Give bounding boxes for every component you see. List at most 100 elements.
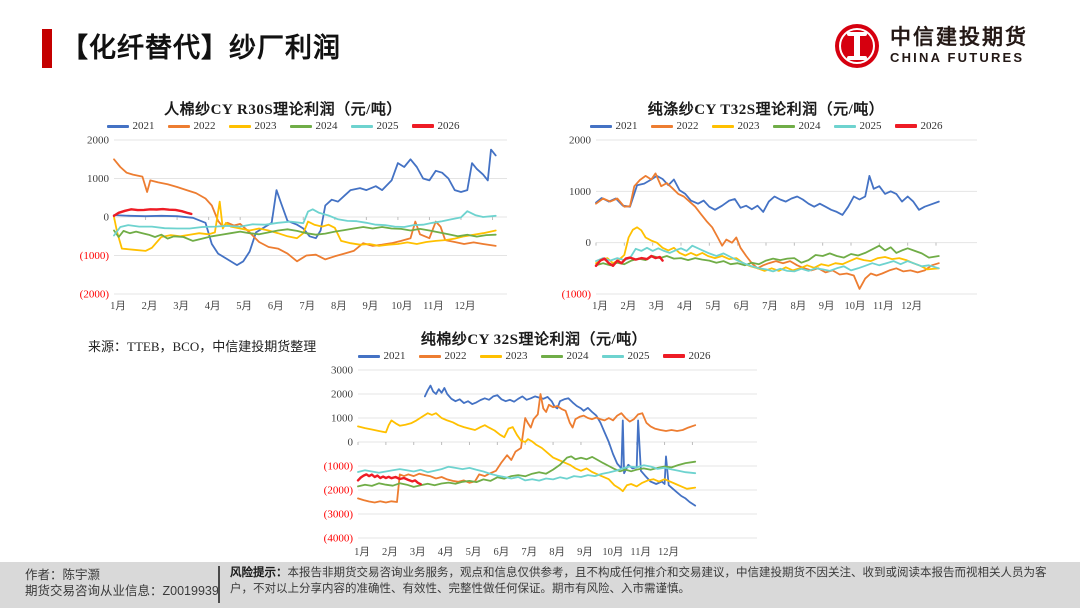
legend-label: 2025 [376, 120, 399, 132]
chart-legend: 2021 2022 2023 2024 2025 2026 [552, 118, 980, 134]
chart-legend: 2021 2022 2023 2024 2025 2026 [308, 348, 760, 364]
footer-divider [218, 566, 220, 603]
y-axis-tick-label: (4000) [324, 533, 354, 545]
legend-item-2021: 2021 [357, 350, 406, 362]
legend-swatch [350, 124, 373, 128]
series-line-2026 [112, 207, 193, 218]
legend-label: 2021 [132, 120, 155, 132]
x-axis-month-label: 4月 [438, 546, 454, 558]
x-axis-month-label: 6月 [734, 300, 750, 312]
legend-swatch [167, 124, 190, 128]
legend-item-2023: 2023 [711, 120, 760, 132]
y-axis-tick-label: 1000 [331, 413, 354, 425]
series-line-2025 [113, 208, 497, 237]
logo-cn: 中信建投期货 [890, 26, 1028, 50]
x-axis-month-label: 2月 [382, 546, 398, 558]
chart-cotton-yarn: 纯棉纱CY 32S理论利润（元/吨） 2021 2022 2023 2024 2025 2… [308, 328, 760, 562]
x-axis-month-label: 6月 [268, 300, 284, 312]
series-line-2024 [113, 226, 497, 242]
legend-item-2024: 2024 [289, 120, 338, 132]
legend-label: 2026 [920, 120, 943, 132]
legend-item-2026: 2026 [894, 120, 943, 132]
legend-swatch [711, 124, 734, 128]
legend-item-2022: 2022 [167, 120, 216, 132]
logo-text: 中信建投期货 CHINA FUTURES [890, 27, 1028, 65]
legend-swatch [894, 124, 917, 128]
x-axis-month-label: 11月 [423, 300, 444, 312]
x-axis-month-label: 6月 [493, 546, 509, 558]
legend-item-2022: 2022 [650, 120, 699, 132]
x-axis-month-label: 7月 [299, 300, 315, 312]
chart-plot: 2000 1000 0 (1000)1月 2月 3月 4月 5月 6月 7月 8月 9月 10月 11月 1… [562, 135, 977, 312]
legend-label: 2023 [505, 350, 528, 362]
x-axis-month-label: 10月 [845, 300, 866, 312]
x-axis-month-label: 9月 [362, 300, 378, 312]
series-line-2021 [424, 384, 697, 507]
legend-item-2024: 2024 [540, 350, 589, 362]
x-axis-month-label: 9月 [819, 300, 835, 312]
footer-bar: 作者：陈宇灏 期货交易咨询从业信息：Z0019939 风险提示：本报告非期货交易… [0, 562, 1080, 608]
citic-logo-icon [835, 24, 879, 68]
legend-label: 2025 [627, 350, 650, 362]
x-axis-month-label: 3月 [173, 300, 189, 312]
risk-text: 本报告非期货交易咨询业务服务，观点和信息仅供参考，且不构成任何推介和交易建议，中… [230, 567, 1047, 595]
legend-swatch [662, 354, 685, 358]
legend-item-2025: 2025 [350, 120, 399, 132]
legend-swatch [540, 354, 563, 358]
series-line-2022 [595, 172, 940, 290]
y-axis-tick-label: 0 [104, 212, 110, 224]
logo-en: CHINA FUTURES [890, 50, 1025, 66]
x-axis-month-label: 11月 [630, 546, 651, 558]
legend-label: 2025 [859, 120, 882, 132]
legend-label: 2026 [688, 350, 711, 362]
chart-plot: 2000 1000 0 (1000) (2000)1月 2月 3月 4月 5月 6月 7月 8月 9月 1… [80, 135, 507, 312]
x-axis-month-label: 8月 [331, 300, 347, 312]
y-axis-tick-label: (2000) [324, 485, 354, 497]
chart-plot: 3000 2000 1000 0 (1000) (2000) (3000) (4000)1月 2… [324, 365, 757, 558]
legend-swatch [228, 124, 251, 128]
x-axis-month-label: 8月 [790, 300, 806, 312]
legend-label: 2024 [798, 120, 821, 132]
x-axis-month-label: 4月 [677, 300, 693, 312]
y-axis-tick-label: 1000 [87, 173, 110, 185]
x-axis-month-label: 5月 [466, 546, 482, 558]
legend-swatch [289, 124, 312, 128]
x-axis-month-label: 3月 [649, 300, 665, 312]
page-title: 【化纤替代】纱厂利润 [61, 33, 341, 63]
header-accent-bar [42, 29, 52, 68]
x-axis-month-label: 1月 [354, 546, 370, 558]
y-axis-tick-label: 2000 [569, 135, 592, 147]
x-axis-month-label: 1月 [592, 300, 608, 312]
legend-swatch [772, 124, 795, 128]
author-line: 作者：陈宇灏 [25, 568, 101, 582]
chart-polyester-yarn: 纯涤纱CY T32S理论利润（元/吨） 2021 2022 2023 2024 2025… [552, 98, 980, 316]
x-axis-month-label: 12月 [658, 546, 679, 558]
legend-item-2023: 2023 [228, 120, 277, 132]
legend-label: 2022 [676, 120, 699, 132]
y-axis-tick-label: 3000 [331, 365, 354, 377]
x-axis-month-label: 2月 [620, 300, 636, 312]
x-axis-month-label: 2月 [142, 300, 158, 312]
legend-item-2025: 2025 [833, 120, 882, 132]
legend-swatch [411, 124, 434, 128]
legend-item-2021: 2021 [589, 120, 638, 132]
legend-label: 2021 [383, 350, 406, 362]
x-axis-month-label: 12月 [901, 300, 922, 312]
legend-swatch [650, 124, 673, 128]
chart-title: 人棉纱CY R30S理论利润（元/吨） [164, 102, 402, 118]
legend-swatch [106, 124, 129, 128]
x-axis-month-label: 5月 [236, 300, 252, 312]
x-axis-month-label: 10月 [391, 300, 412, 312]
legend-item-2025: 2025 [601, 350, 650, 362]
series-line-2023 [357, 412, 697, 493]
legend-item-2026: 2026 [411, 120, 460, 132]
chart-title: 纯棉纱CY 32S理论利润（元/吨） [420, 332, 648, 348]
legend-label: 2022 [193, 120, 216, 132]
license-line: 期货交易咨询从业信息：Z0019939 [25, 584, 219, 598]
x-axis-month-label: 7月 [521, 546, 537, 558]
x-axis-month-label: 1月 [110, 300, 126, 312]
series-line-2026 [594, 254, 664, 268]
legend-label: 2021 [615, 120, 638, 132]
company-logo: 中信建投期货 CHINA FUTURES [833, 22, 1028, 70]
chart-title: 纯涤纱CY T32S理论利润（元/吨） [647, 102, 885, 118]
